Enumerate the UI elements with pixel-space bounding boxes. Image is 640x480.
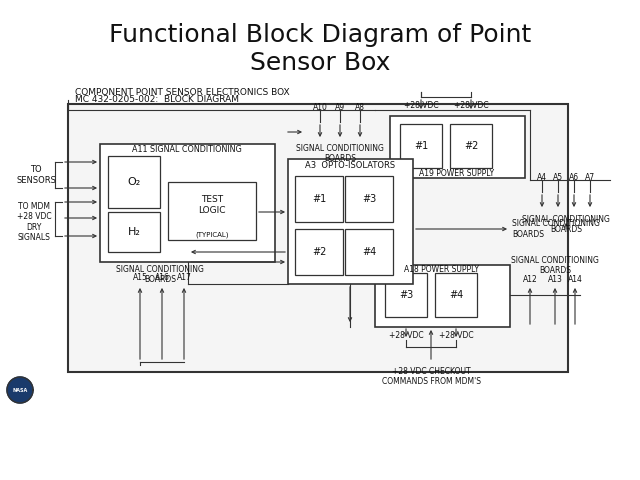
Text: SIGNAL CONDITIONING
BOARDS: SIGNAL CONDITIONING BOARDS — [512, 219, 600, 239]
Text: TO
SENSORS: TO SENSORS — [16, 165, 56, 185]
Bar — [400, 124, 442, 168]
Text: A17: A17 — [177, 274, 191, 283]
Text: #2: #2 — [464, 141, 478, 151]
Text: A18 POWER SUPPLY: A18 POWER SUPPLY — [404, 265, 479, 275]
Text: NASA: NASA — [12, 387, 28, 393]
Text: H₂: H₂ — [127, 227, 140, 237]
Bar — [390, 116, 525, 178]
Text: A19 POWER SUPPLY: A19 POWER SUPPLY — [419, 168, 495, 178]
Text: A14: A14 — [568, 276, 582, 285]
Bar — [68, 104, 568, 372]
Bar — [345, 176, 393, 222]
Text: SIGNAL CONDITIONING
BOARDS: SIGNAL CONDITIONING BOARDS — [511, 255, 599, 275]
Bar — [345, 229, 393, 275]
Text: +28 VDC: +28 VDC — [404, 101, 438, 110]
Bar — [450, 124, 492, 168]
Text: A6: A6 — [569, 172, 579, 181]
Text: A5: A5 — [553, 172, 563, 181]
Text: #3: #3 — [399, 290, 413, 300]
Text: Functional Block Diagram of Point
Sensor Box: Functional Block Diagram of Point Sensor… — [109, 23, 531, 75]
Text: TEST
LOGIC: TEST LOGIC — [198, 195, 226, 215]
Text: #3: #3 — [362, 194, 376, 204]
Text: #4: #4 — [449, 290, 463, 300]
Text: (TYPICAL): (TYPICAL) — [195, 232, 228, 238]
Bar — [435, 273, 477, 317]
Text: MC 432-0205-002:  BLOCK DIAGRAM: MC 432-0205-002: BLOCK DIAGRAM — [75, 95, 239, 104]
Text: +28 VDC: +28 VDC — [388, 331, 423, 339]
Bar — [295, 229, 343, 275]
Text: A4: A4 — [537, 172, 547, 181]
Text: A12: A12 — [523, 276, 538, 285]
Text: TO MDM
+28 VDC
DRY
SIGNALS: TO MDM +28 VDC DRY SIGNALS — [17, 202, 51, 242]
Bar — [100, 144, 275, 262]
Text: +28 VDC: +28 VDC — [454, 101, 488, 110]
Text: #1: #1 — [414, 141, 428, 151]
Bar — [108, 212, 160, 252]
Text: A9: A9 — [335, 103, 345, 111]
Bar — [108, 156, 160, 208]
Text: SIGNAL CONDITIONING
BOARDS: SIGNAL CONDITIONING BOARDS — [522, 215, 610, 234]
Bar — [168, 182, 256, 240]
Text: A11 SIGNAL CONDITIONING: A11 SIGNAL CONDITIONING — [132, 144, 242, 154]
Polygon shape — [7, 377, 33, 403]
Bar — [288, 159, 413, 284]
Bar — [375, 265, 510, 327]
Text: SIGNAL CONDITIONING
BOARDS: SIGNAL CONDITIONING BOARDS — [116, 265, 204, 284]
Bar — [385, 273, 427, 317]
Text: A10: A10 — [312, 103, 328, 111]
Text: COMPONENT POINT SENSOR ELECTRONICS BOX: COMPONENT POINT SENSOR ELECTRONICS BOX — [75, 88, 290, 97]
Text: #2: #2 — [312, 247, 326, 257]
Text: A15: A15 — [132, 274, 147, 283]
Text: A13: A13 — [548, 276, 563, 285]
Text: #1: #1 — [312, 194, 326, 204]
Text: #4: #4 — [362, 247, 376, 257]
Bar — [295, 176, 343, 222]
Text: O₂: O₂ — [127, 177, 141, 187]
Text: SIGNAL CONDITIONING
BOARDS: SIGNAL CONDITIONING BOARDS — [296, 144, 384, 163]
Text: A16: A16 — [155, 274, 170, 283]
Text: A8: A8 — [355, 103, 365, 111]
Text: A3  OPTO-ISOLATORS: A3 OPTO-ISOLATORS — [305, 161, 395, 170]
Text: +28 VDC: +28 VDC — [438, 331, 474, 339]
Text: +28 VDC CHECKOUT
COMMANDS FROM MDM'S: +28 VDC CHECKOUT COMMANDS FROM MDM'S — [381, 367, 481, 386]
Text: A7: A7 — [585, 172, 595, 181]
